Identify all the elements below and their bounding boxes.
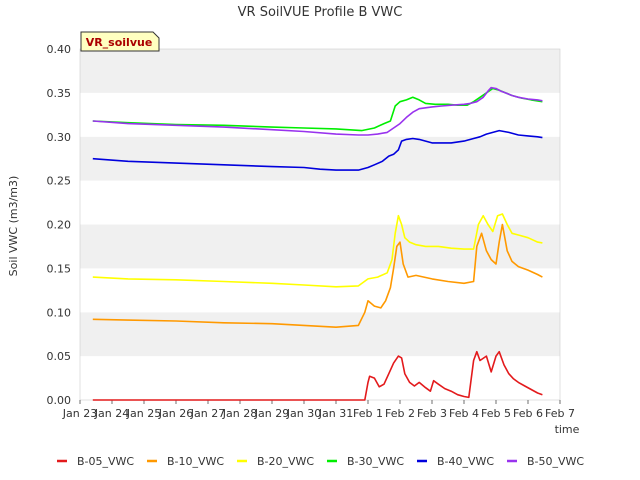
series-line-b-20-vwc <box>92 213 543 288</box>
x-tick-label: Jan 29 <box>254 407 289 420</box>
x-axis-label: time <box>555 423 580 436</box>
y-tick-label: 0.20 <box>47 219 72 232</box>
legend-label: B-50_VWC <box>527 455 584 468</box>
x-tick-label: Jan 24 <box>94 407 129 420</box>
x-tick-label: Feb 5 <box>481 407 511 420</box>
series-line-b-50-vwc <box>92 86 543 136</box>
legend: B-05_VWC B-10_VWC B-20_VWC B-30_VWC B-40_VWC… <box>57 455 584 468</box>
x-tick-label: Feb 3 <box>417 407 447 420</box>
plot-band <box>80 312 560 357</box>
legend-label: B-20_VWC <box>257 455 314 468</box>
y-tick-label: 0.10 <box>47 306 72 319</box>
badge: VR_soilvue <box>80 31 160 52</box>
legend-label: B-40_VWC <box>437 455 494 468</box>
x-tick-label: Jan 25 <box>126 407 161 420</box>
plot-band <box>80 224 560 269</box>
plot-background-bands <box>80 49 560 400</box>
series-line-b-40-vwc <box>92 129 543 171</box>
legend-label: B-30_VWC <box>347 455 404 468</box>
x-tick-label: Jan 23 <box>62 407 97 420</box>
badge-box <box>80 31 160 52</box>
series-line-b-10-vwc <box>92 223 543 329</box>
x-tick-label: Feb 1 <box>353 407 383 420</box>
y-tick-label: 0.30 <box>47 131 72 144</box>
plot-band <box>80 92 560 137</box>
plot-band <box>80 180 560 225</box>
x-tick-label: Jan 28 <box>222 407 257 420</box>
series-line-b-05-vwc <box>92 350 543 401</box>
y-tick-label: 0.05 <box>47 350 72 363</box>
plot-band <box>80 268 560 313</box>
y-axis-ticks: 0.00 0.05 0.10 0.15 0.20 0.25 0.30 0.35 0.40 <box>47 43 72 407</box>
y-axis-label: Soil VWC (m3/m3) <box>7 176 20 277</box>
plot-band <box>80 356 560 400</box>
series-lines <box>92 86 543 401</box>
x-tick-label: Feb 2 <box>385 407 415 420</box>
plot-band <box>80 49 560 93</box>
y-tick-label: 0.35 <box>47 87 72 100</box>
plot-band <box>80 136 560 181</box>
y-tick-label: 0.00 <box>47 394 72 407</box>
x-tick-label: Feb 6 <box>513 407 543 420</box>
x-tick-label: Feb 4 <box>449 407 479 420</box>
chart-title: VR SoilVUE Profile B VWC <box>238 5 403 20</box>
legend-label: B-10_VWC <box>167 455 224 468</box>
x-tick-label: Jan 26 <box>158 407 193 420</box>
x-tick-label: Feb 7 <box>545 407 575 420</box>
y-tick-label: 0.15 <box>47 262 72 275</box>
y-tick-label: 0.40 <box>47 43 72 56</box>
x-tick-label: Jan 31 <box>318 407 353 420</box>
x-tick-label: Jan 30 <box>286 407 321 420</box>
legend-label: B-05_VWC <box>77 455 134 468</box>
x-tick-label: Jan 27 <box>190 407 225 420</box>
badge-label: VR_soilvue <box>86 36 153 49</box>
y-tick-label: 0.25 <box>47 175 72 188</box>
